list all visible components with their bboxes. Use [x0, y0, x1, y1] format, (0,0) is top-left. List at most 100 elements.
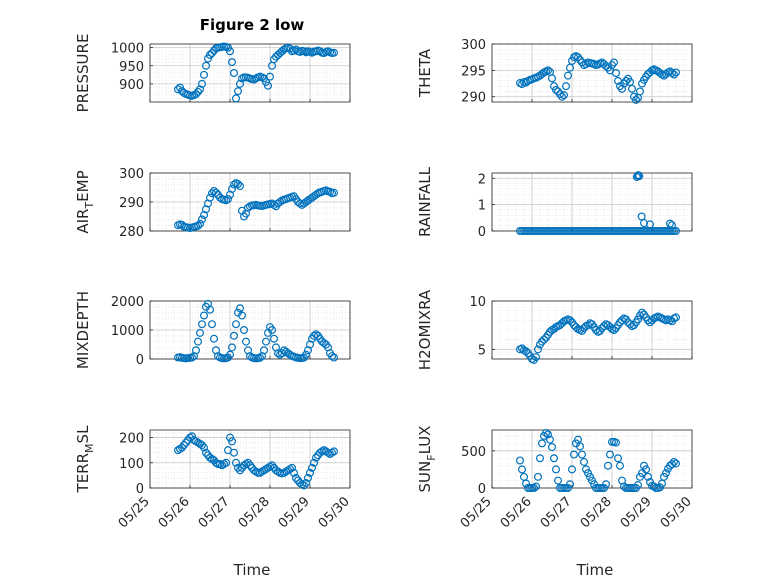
y-axis-label: H2OMIXRA	[416, 289, 434, 370]
data-point	[212, 188, 221, 197]
series-markers	[174, 42, 339, 103]
data-point	[661, 469, 670, 478]
data-point	[200, 443, 209, 452]
data-point	[200, 311, 209, 320]
data-point	[521, 78, 530, 87]
data-point	[529, 484, 538, 493]
series-markers	[515, 428, 680, 493]
data-point	[633, 481, 642, 490]
y-tick-label: 5	[478, 343, 486, 358]
data-point	[517, 465, 526, 474]
data-point	[649, 482, 658, 491]
data-point	[537, 439, 546, 448]
data-point	[256, 468, 265, 477]
data-point	[671, 227, 680, 236]
data-point	[557, 92, 566, 101]
data-point	[609, 326, 618, 335]
data-point	[234, 87, 243, 96]
data-point	[198, 441, 207, 450]
data-point	[236, 304, 245, 313]
data-point	[551, 465, 560, 474]
data-point	[322, 447, 331, 456]
data-point	[296, 478, 305, 487]
plot-area	[492, 430, 692, 488]
data-point	[228, 437, 237, 446]
series-markers	[515, 308, 680, 364]
data-point	[611, 68, 620, 77]
data-point	[634, 171, 643, 180]
data-point	[292, 473, 301, 482]
data-point	[196, 85, 205, 94]
data-point	[264, 463, 273, 472]
data-point	[192, 90, 201, 99]
data-point	[178, 443, 187, 452]
data-point	[611, 438, 620, 447]
data-point	[232, 458, 241, 467]
data-point	[671, 313, 680, 322]
data-point	[326, 449, 335, 458]
data-point	[655, 68, 664, 77]
data-point	[228, 343, 237, 352]
data-point	[330, 48, 339, 57]
data-point	[541, 428, 550, 437]
y-tick-label: 2	[478, 172, 486, 187]
data-point	[226, 350, 235, 359]
data-point	[208, 320, 217, 329]
data-point	[671, 459, 680, 468]
data-point	[220, 460, 229, 469]
y-axis-label: RAINFALL	[416, 166, 434, 237]
data-point	[567, 465, 576, 474]
data-point	[226, 47, 235, 56]
y-tick-label: 0	[136, 353, 144, 368]
data-point	[270, 334, 279, 343]
data-point	[521, 479, 530, 488]
data-point	[236, 182, 245, 191]
data-point	[222, 458, 231, 467]
data-point	[671, 68, 680, 77]
data-point	[328, 352, 337, 361]
data-point	[617, 84, 626, 93]
data-point	[312, 453, 321, 462]
data-point	[234, 180, 243, 189]
y-axis-label: AIRTEMP	[74, 170, 96, 233]
data-point	[240, 461, 249, 470]
data-point	[270, 55, 279, 64]
subplot-h2omixra: 5 10 H2OMIXRA	[416, 289, 693, 370]
data-point	[230, 331, 239, 340]
y-tick-label: 290	[461, 91, 486, 106]
data-point	[274, 467, 283, 476]
data-point	[667, 68, 676, 77]
data-point	[198, 320, 207, 329]
y-tick-label: 300	[461, 38, 486, 53]
data-point	[577, 450, 586, 459]
y-axis-label: SUNFLUX	[416, 426, 438, 493]
data-point	[174, 85, 183, 94]
data-point	[543, 66, 552, 75]
data-point	[609, 58, 618, 67]
data-point	[547, 74, 556, 83]
data-point	[330, 353, 339, 362]
data-point	[310, 458, 319, 467]
data-point	[308, 463, 317, 472]
data-point	[553, 476, 562, 485]
data-point	[515, 456, 524, 465]
data-point	[288, 463, 297, 472]
y-axis-label: PRESSURE	[74, 34, 92, 113]
data-point	[268, 326, 277, 335]
y-axis-label: THETA	[416, 48, 434, 98]
data-point	[230, 68, 239, 77]
data-point	[627, 84, 636, 93]
y-tick-label: 1	[478, 199, 486, 214]
y-tick-label: 1000	[111, 324, 144, 339]
data-point	[665, 219, 674, 228]
data-point	[631, 95, 640, 104]
data-point	[264, 81, 273, 90]
data-point	[551, 85, 560, 94]
data-point	[304, 473, 313, 482]
y-tick-label: 2000	[111, 295, 144, 310]
y-tick-label: 100	[119, 457, 144, 472]
data-point	[194, 87, 203, 96]
data-point	[316, 448, 325, 457]
data-point	[252, 467, 261, 476]
